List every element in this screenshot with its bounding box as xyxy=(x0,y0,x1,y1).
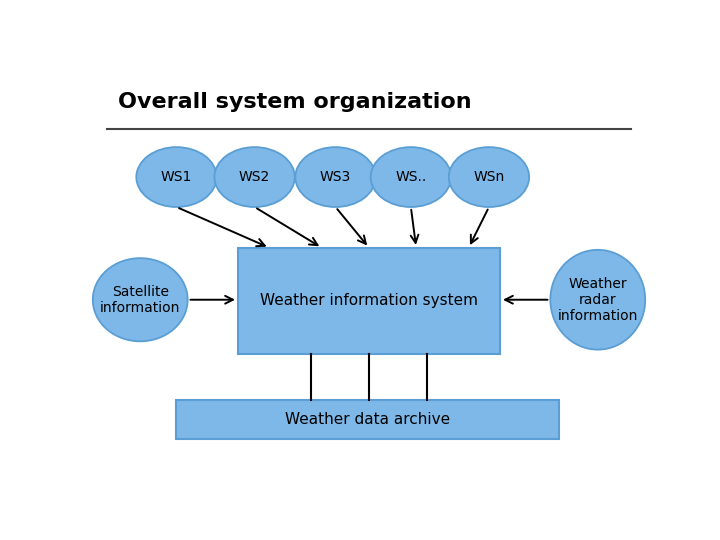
Text: Overall system organization: Overall system organization xyxy=(118,92,472,112)
Text: WS..: WS.. xyxy=(395,170,426,184)
Ellipse shape xyxy=(371,147,451,207)
Text: Weather information system: Weather information system xyxy=(260,293,478,308)
Text: WS2: WS2 xyxy=(239,170,270,184)
Text: Satellite
information: Satellite information xyxy=(100,285,181,315)
Ellipse shape xyxy=(93,258,188,341)
Ellipse shape xyxy=(550,250,645,349)
Text: WS3: WS3 xyxy=(320,170,351,184)
FancyBboxPatch shape xyxy=(176,400,559,439)
FancyBboxPatch shape xyxy=(238,248,500,354)
Text: Weather
radar
information: Weather radar information xyxy=(557,276,638,323)
Ellipse shape xyxy=(295,147,376,207)
Ellipse shape xyxy=(215,147,294,207)
Text: WS1: WS1 xyxy=(161,170,192,184)
Ellipse shape xyxy=(136,147,217,207)
Text: WSn: WSn xyxy=(473,170,505,184)
Text: Weather data archive: Weather data archive xyxy=(285,412,450,427)
Ellipse shape xyxy=(449,147,529,207)
